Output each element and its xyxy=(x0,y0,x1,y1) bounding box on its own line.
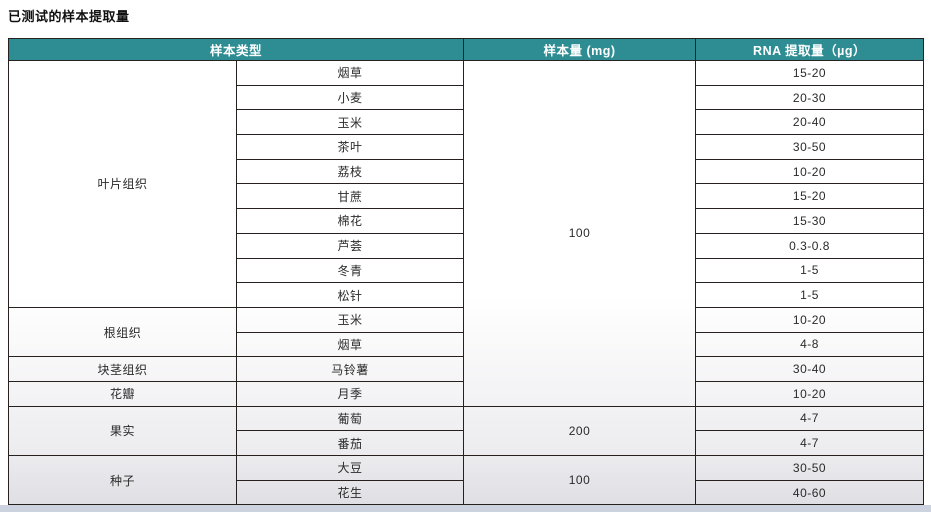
rna-yield-cell: 15-20 xyxy=(695,60,925,86)
rna-yield-cell: 20-40 xyxy=(695,109,925,136)
rna-yield-cell: 4-7 xyxy=(695,430,925,456)
rna-yield-cell: 30-50 xyxy=(695,455,925,481)
sample-type-cell: 种子 xyxy=(8,454,237,506)
sample-amount-cell: 100 xyxy=(463,454,697,506)
rna-yield-cell: 15-20 xyxy=(695,183,925,210)
sample-name-cell: 玉米 xyxy=(235,306,465,333)
header-sample-type: 样本类型 xyxy=(7,38,465,61)
rna-yield-cell: 40-60 xyxy=(695,479,925,506)
sample-extraction-table: 样本类型 样本量 (mg) RNA 提取量（µg） 叶片组织 烟草 100 15-20… xyxy=(7,38,925,506)
table-row: 种子 大豆 100 30-50 xyxy=(8,454,925,506)
sample-amount-cell: 200 xyxy=(463,405,697,457)
table-row: 甘蔗 15-20 xyxy=(9,183,925,210)
table-row: 小麦 20-30 xyxy=(9,84,925,111)
sample-name-cell: 小麦 xyxy=(235,84,465,111)
sample-name-cell: 番茄 xyxy=(235,430,465,456)
sample-name-cell: 冬青 xyxy=(235,257,465,284)
sample-name-cell: 花生 xyxy=(235,479,465,506)
table-row: 松针 1-5 xyxy=(9,282,925,308)
header-sample-amount: 样本量 (mg) xyxy=(463,38,697,61)
rna-yield-cell: 4-8 xyxy=(695,331,925,358)
sample-type-cell: 花瓣 xyxy=(8,380,237,407)
sample-amount-cell: 100 xyxy=(463,60,697,407)
header-rna-yield: RNA 提取量（µg） xyxy=(695,38,925,61)
sample-type-cell: 根组织 xyxy=(8,306,237,358)
page-bottom-band xyxy=(0,505,931,512)
rna-yield-cell: 10-20 xyxy=(695,380,925,407)
table-row: 冬青 1-5 xyxy=(9,257,925,284)
rna-yield-cell: 15-30 xyxy=(695,208,925,234)
sample-name-cell: 烟草 xyxy=(235,331,465,358)
sample-name-cell: 松针 xyxy=(235,282,465,308)
rna-yield-cell: 0.3-0.8 xyxy=(695,232,925,259)
table-row: 根组织 玉米 10-20 xyxy=(8,306,925,358)
rna-yield-cell: 10-20 xyxy=(695,158,925,185)
rna-yield-cell: 20-30 xyxy=(695,84,925,111)
table-row: 芦荟 0.3-0.8 xyxy=(9,232,925,259)
sample-type-cell: 叶片组织 xyxy=(8,60,237,308)
sample-name-cell: 玉米 xyxy=(235,109,465,136)
sample-name-cell: 马铃薯 xyxy=(235,356,465,382)
table-row: 烟草 4-8 xyxy=(9,331,925,358)
sample-name-cell: 茶叶 xyxy=(235,134,465,160)
table-row: 棉花 15-30 xyxy=(9,208,925,234)
sample-name-cell: 葡萄 xyxy=(235,405,465,432)
table-row: 番茄 4-7 xyxy=(9,430,925,456)
sample-name-cell: 月季 xyxy=(235,380,465,407)
table-row: 叶片组织 烟草 100 15-20 xyxy=(8,60,925,407)
table-row: 茶叶 30-50 xyxy=(9,134,925,160)
sample-name-cell: 棉花 xyxy=(235,208,465,234)
sample-type-cell: 果实 xyxy=(8,405,237,457)
page-title: 已测试的样本提取量 xyxy=(8,9,130,24)
rna-yield-cell: 30-40 xyxy=(695,356,925,382)
rna-yield-cell: 4-7 xyxy=(695,405,925,432)
rna-yield-cell: 1-5 xyxy=(695,257,925,284)
table-header: 样本类型 样本量 (mg) RNA 提取量（µg） xyxy=(7,38,925,61)
table-row: 荔枝 10-20 xyxy=(9,158,925,185)
sample-table-body: 叶片组织 烟草 100 15-20 小麦 20-30 玉米 20-40 茶叶 30-50 荔枝 10-… xyxy=(8,60,925,506)
sample-name-cell: 芦荟 xyxy=(235,232,465,259)
sample-name-cell: 荔枝 xyxy=(235,158,465,185)
sample-name-cell: 甘蔗 xyxy=(235,183,465,210)
sample-name-cell: 大豆 xyxy=(235,455,465,481)
sample-name-cell: 烟草 xyxy=(235,60,465,86)
rna-yield-cell: 1-5 xyxy=(695,282,925,308)
sample-type-cell: 块茎组织 xyxy=(8,356,237,382)
table-row: 花瓣 月季 10-20 xyxy=(8,380,925,407)
table-row: 块茎组织 马铃薯 30-40 xyxy=(8,356,925,382)
table-header-row: 样本类型 样本量 (mg) RNA 提取量（µg） xyxy=(7,38,925,61)
rna-yield-cell: 10-20 xyxy=(695,306,925,333)
table-row: 花生 40-60 xyxy=(9,479,925,506)
rna-yield-cell: 30-50 xyxy=(695,134,925,160)
table-row: 果实 葡萄 200 4-7 xyxy=(8,405,925,457)
